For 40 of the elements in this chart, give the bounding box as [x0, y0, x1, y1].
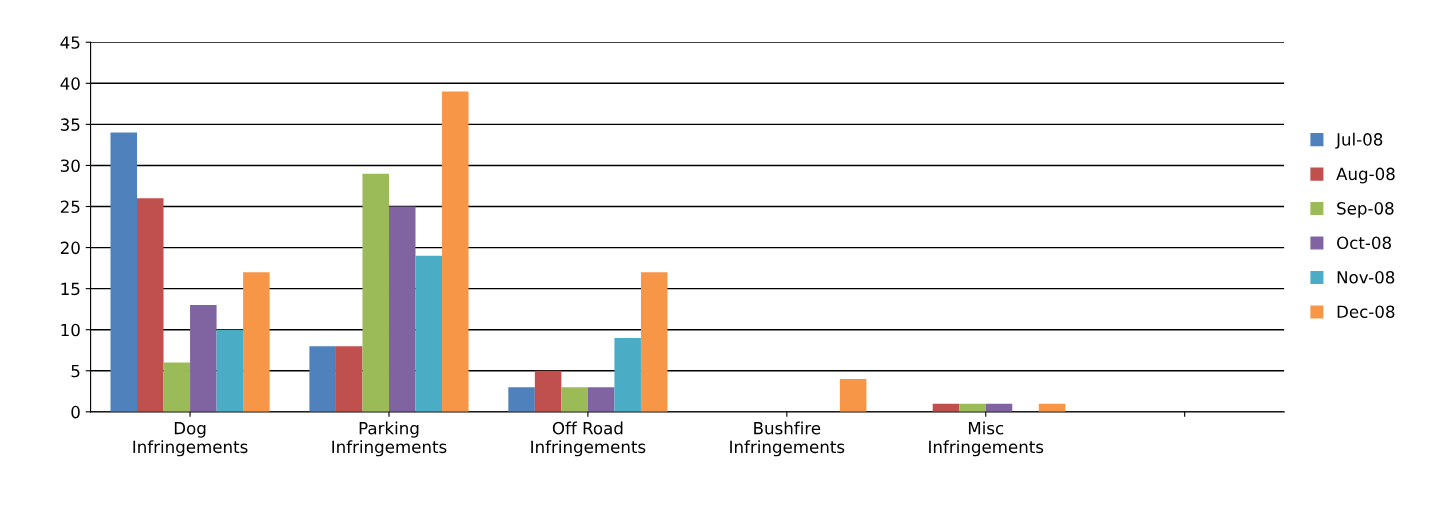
y-tick-label: 35: [60, 118, 80, 131]
legend-label: Aug-08: [1336, 167, 1395, 184]
bar: [442, 91, 469, 412]
bar: [190, 305, 217, 412]
bar: [335, 346, 363, 412]
legend-label: Dec-08: [1337, 305, 1395, 319]
bar: [163, 362, 191, 412]
bar: [640, 272, 668, 412]
bar: [243, 272, 270, 412]
bar: [137, 198, 164, 412]
y-tick-label: 5: [71, 364, 80, 378]
y-tick-label: 45: [60, 36, 80, 49]
bar: [415, 255, 443, 412]
y-tick-label: 15: [61, 282, 80, 296]
bar: [839, 378, 867, 412]
x-tick-label: Misc Infringements: [929, 421, 1044, 457]
bar: [534, 370, 562, 412]
x-tick-label: Bushfire Infringements: [730, 421, 845, 457]
legend-label: Nov-08: [1337, 270, 1395, 284]
y-tick-label: 40: [60, 77, 80, 90]
x-tick-label: Off Road Infringements: [531, 421, 646, 457]
bar: [110, 132, 138, 412]
bar: [587, 387, 615, 412]
x-tick-label: Parking Infringements: [332, 421, 447, 457]
bar: [388, 206, 416, 412]
y-tick-label: 30: [60, 159, 80, 173]
y-tick-label: 25: [60, 200, 80, 214]
bar: [309, 346, 336, 412]
bar: [614, 337, 641, 412]
y-tick-label: 20: [60, 241, 80, 255]
bar: [561, 387, 588, 412]
y-tick-label: 0: [71, 405, 80, 419]
bar: [508, 387, 535, 412]
legend-label: Sep-08: [1337, 202, 1394, 218]
legend-label: Oct-08: [1337, 236, 1391, 250]
x-tick-label: Dog Infringements: [133, 422, 248, 457]
bar: [362, 173, 389, 412]
bar: [216, 329, 244, 412]
y-tick-label: 10: [61, 323, 80, 337]
legend-label: Jul-08: [1335, 132, 1383, 149]
